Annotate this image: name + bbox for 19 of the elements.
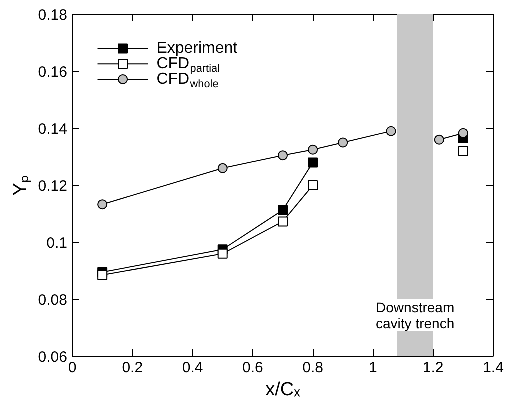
x-tick-label: 0.2 bbox=[122, 360, 144, 376]
x-axis-title: x/Cₓ bbox=[266, 380, 302, 400]
y-tick-label: 0.06 bbox=[38, 349, 68, 366]
y-tick-label: 0.16 bbox=[38, 64, 68, 81]
x-tick-label: 0.4 bbox=[182, 360, 204, 376]
y-tick-label: 0.18 bbox=[38, 7, 68, 24]
y-tick-label: 0.1 bbox=[46, 235, 68, 252]
y-tick-label: 0.14 bbox=[38, 121, 68, 138]
legend-label: Experiment bbox=[156, 40, 238, 58]
y-tick-label: 0.12 bbox=[38, 178, 68, 195]
y-axis-title: Yₚ bbox=[10, 175, 32, 196]
x-tick-label: 1.2 bbox=[422, 360, 444, 376]
x-tick-label: 0.6 bbox=[242, 360, 264, 376]
y-tick-label: 0.08 bbox=[38, 292, 68, 309]
band-label: Downstream cavity trench bbox=[376, 299, 455, 332]
x-tick-label: 1.4 bbox=[483, 360, 504, 376]
x-tick-label: 0 bbox=[68, 360, 77, 376]
x-tick-label: 0.8 bbox=[302, 360, 324, 376]
x-tick-label: 1 bbox=[369, 360, 378, 376]
